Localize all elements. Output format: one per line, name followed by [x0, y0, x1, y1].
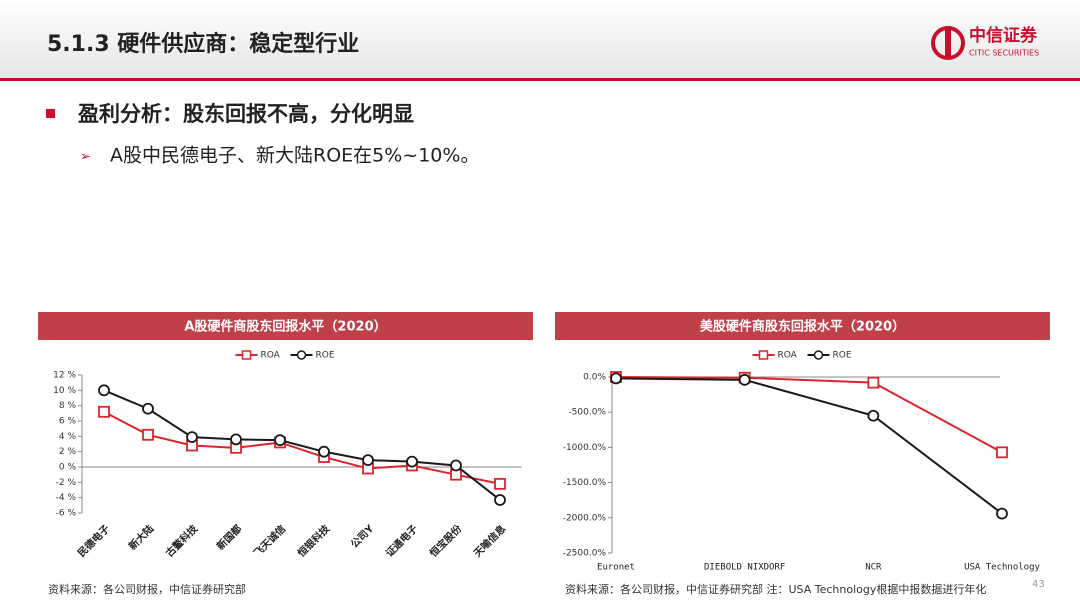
legend-label: ROE	[833, 351, 852, 361]
y-tick-label: 2 %	[59, 447, 77, 457]
y-tick-label: -4 %	[56, 493, 77, 503]
point-marker	[738, 373, 751, 386]
point-marker	[867, 409, 880, 422]
header-band	[0, 0, 1080, 78]
x-tick-label: 新大陆	[126, 522, 156, 552]
y-tick-label: 4 %	[59, 432, 77, 442]
chart-title-bar	[38, 312, 533, 340]
point-marker	[186, 431, 198, 444]
x-tick-label: Euronet	[597, 563, 635, 573]
series-line	[103, 389, 501, 501]
point-marker	[318, 445, 330, 458]
point-marker	[450, 459, 462, 472]
x-tick-label: 天喻信息	[471, 522, 508, 559]
logo-cn: 中信证券	[969, 25, 1038, 46]
legend-marker	[241, 350, 252, 360]
y-tick-label: -500.0%	[568, 408, 606, 418]
legend-marker	[296, 350, 307, 360]
y-tick-label: -2500.0%	[563, 549, 607, 559]
x-tick-label: DIEBOLD NIXDORF	[704, 563, 785, 573]
point-marker	[362, 454, 374, 467]
slide-title: 5.1.3 硬件供应商：稳定型行业	[47, 31, 359, 57]
x-tick-label: 公司Y	[348, 522, 376, 550]
source-note: 资料来源：各公司财报，中信证券研究部 注：USA Technology根据中报数…	[565, 582, 986, 596]
series-line	[615, 376, 1003, 454]
y-tick-label: -1000.0%	[563, 443, 607, 453]
point-marker	[867, 376, 880, 389]
y-tick-label: 0.0%	[583, 373, 606, 383]
bullet-sub: A股中民德电子、新大陆ROE在5%~10%。	[110, 145, 479, 167]
point-marker	[230, 433, 242, 446]
bullet-square	[46, 109, 55, 118]
logo-mark	[945, 30, 951, 56]
series-line	[615, 377, 1003, 515]
point-marker	[996, 446, 1008, 459]
chart-title-bar	[555, 312, 1050, 340]
y-tick-label: 8 %	[59, 401, 77, 411]
bullet-heading: 盈利分析：股东回报不高，分化明显	[77, 102, 414, 126]
legend-marker	[758, 350, 769, 360]
page-number: 43	[1032, 579, 1045, 590]
y-tick-label: 12 %	[53, 371, 76, 381]
x-tick-label: 古鳌科技	[163, 521, 201, 559]
y-tick-label: -6 %	[56, 509, 77, 519]
y-tick-label: -2000.0%	[563, 513, 607, 523]
chart-title: 美股硬件商股东回报水平（2020）	[700, 319, 905, 335]
logo-en: CITIC SECURITIES	[969, 49, 1039, 58]
x-tick-label: USA Technology	[964, 563, 1040, 573]
point-marker	[996, 507, 1008, 520]
point-marker	[98, 384, 110, 397]
source-note: 资料来源：各公司财报，中信证券研究部	[48, 582, 246, 596]
y-tick-label: 10 %	[53, 386, 76, 396]
legend-marker	[813, 350, 824, 360]
legend-label: ROA	[261, 351, 281, 361]
point-marker	[274, 434, 286, 447]
y-tick-label: 0 %	[59, 463, 77, 473]
logo-mark	[931, 26, 965, 60]
y-tick-label: -1500.0%	[563, 478, 607, 488]
y-tick-label: 6 %	[59, 417, 77, 427]
y-tick-label: -2 %	[56, 478, 77, 488]
x-tick-label: 证通电子	[383, 522, 420, 559]
point-marker	[142, 428, 154, 441]
header-rule	[0, 78, 1080, 81]
x-tick-label: 飞天诚信	[251, 522, 288, 559]
legend-label: ROE	[316, 351, 335, 361]
chart-title: A股硬件商股东回报水平（2020）	[184, 319, 386, 335]
point-marker	[142, 402, 154, 415]
x-tick-label: 恒宝股份	[427, 521, 465, 559]
point-marker	[98, 405, 110, 418]
point-marker	[494, 477, 506, 490]
series-line	[103, 410, 501, 485]
sub-bullet-arrow: ➢	[80, 150, 91, 165]
legend-label: ROA	[778, 351, 798, 361]
point-marker	[610, 372, 622, 385]
x-tick-label: NCR	[865, 563, 882, 573]
point-marker	[406, 455, 418, 468]
point-marker	[494, 494, 506, 506]
x-tick-label: 民德电子	[75, 522, 112, 559]
x-tick-label: 恒银科技	[295, 521, 333, 559]
x-tick-label: 新国都	[214, 522, 244, 552]
